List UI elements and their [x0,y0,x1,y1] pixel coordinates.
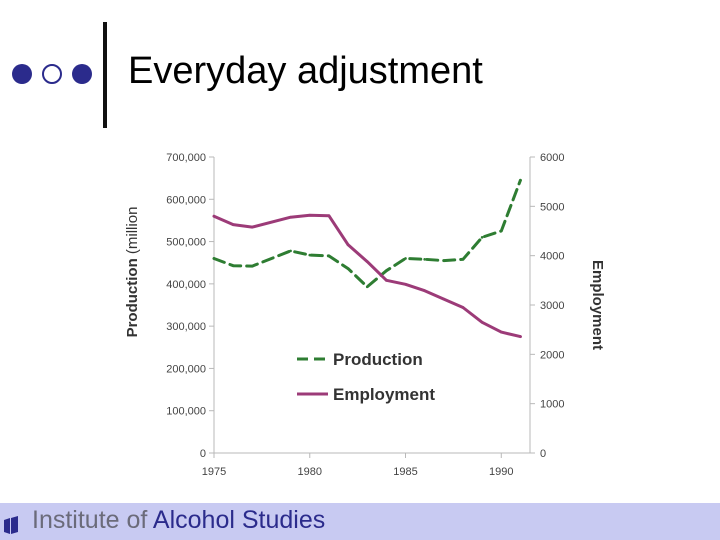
footer-organization: Institute of Alcohol Studies [32,506,325,535]
y-axis-title-bold: Production [124,258,141,337]
x-tick-label: 1980 [298,466,322,478]
series-line-employment [212,213,522,339]
data-point-production [442,259,446,262]
data-point-production [289,249,292,253]
data-point-employment [212,214,216,218]
y2-tick-label: 5000 [540,201,564,213]
bullet-dot-filled-left [12,64,32,84]
y2-axis-title: Employment [589,260,606,350]
data-point-production [327,254,331,258]
data-point-production [499,229,503,233]
y-tick-label: 500,000 [166,237,206,249]
legend-label-production: Production [333,350,423,369]
y-tick-label: 200,000 [166,363,206,375]
data-point-employment [231,223,235,226]
x-tick-label: 1990 [489,466,513,478]
footer-org-part2: Alcohol Studies [152,506,326,534]
data-point-employment [327,214,331,218]
y-tick-label: 600,000 [166,194,206,206]
y-tick-label: 100,000 [166,406,206,418]
y2-tick-label: 0 [540,448,546,460]
data-point-production [404,257,407,260]
institute-logo-icon [4,516,18,534]
footer-org-part1: Institute of [32,506,153,534]
data-point-production [212,257,216,260]
data-point-employment [423,289,426,292]
data-point-employment [461,306,465,309]
data-point-employment [308,213,312,217]
slide-title: Everyday adjustment [128,50,483,92]
y2-tick-label: 1000 [540,399,564,411]
x-tick-label: 1975 [202,466,226,478]
y-tick-label: 0 [200,448,206,460]
data-point-employment [442,297,446,301]
chart: 0 100,000 200,000 300,000 400,000 500,000 600,… [124,152,606,478]
y-tick-label: 300,000 [166,321,206,333]
y2-tick-label: 4000 [540,251,564,263]
data-point-employment [519,335,522,338]
data-point-production [346,267,350,270]
data-point-employment [346,243,350,247]
x-tick-label: 1985 [393,466,417,478]
data-point-production [231,264,235,267]
data-point-production [385,269,388,273]
data-point-employment [365,260,369,263]
data-point-production [519,178,522,182]
y-axis-title-unit: (million [124,207,141,259]
y-tick-label: 700,000 [166,152,206,164]
bullet-dot-filled-right [72,64,92,84]
data-point-production [251,264,254,268]
series-line-production [212,178,522,289]
y2-tick-label: 2000 [540,349,564,361]
data-point-production [480,236,484,239]
footer-bar [0,503,720,540]
data-point-employment [385,279,388,282]
data-point-employment [480,320,484,324]
legend-label-employment: Employment [333,385,435,404]
data-point-employment [404,282,407,286]
y2-tick-label: 3000 [540,300,564,312]
data-point-production [423,258,426,261]
data-point-production [308,253,312,257]
data-point-employment [289,215,292,219]
bullet-dot-hollow [42,64,62,84]
data-point-employment [499,330,503,334]
y-axis-title: Production (million [124,207,141,338]
title-divider [103,22,107,128]
y2-tick-label: 6000 [540,152,564,164]
data-point-production [461,258,465,261]
data-point-production [365,285,369,289]
y-tick-label: 400,000 [166,279,206,291]
data-point-employment [251,225,254,229]
